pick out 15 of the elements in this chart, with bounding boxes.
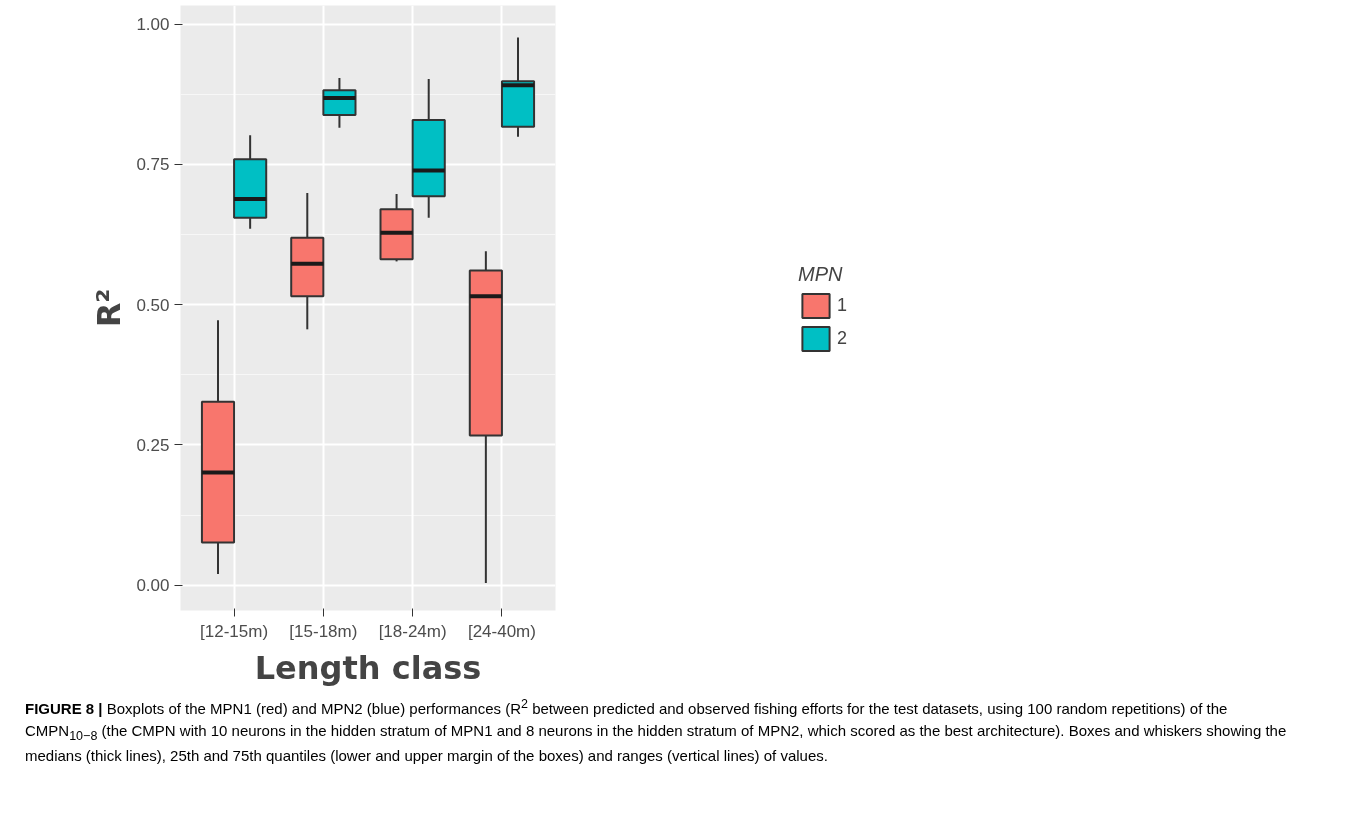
- y-tick-label: 0.75: [136, 155, 170, 175]
- legend-title: MPN: [798, 262, 844, 285]
- y-tick-label: 0.25: [136, 435, 170, 455]
- legend-label: 2: [837, 327, 848, 349]
- x-tick-label: [12-15m): [200, 621, 269, 641]
- y-tick-label: 0.00: [136, 576, 170, 596]
- y-axis-title: R²: [90, 288, 129, 328]
- x-tick-label: [18-24m): [378, 621, 447, 641]
- x-tick-label: [24-40m): [467, 621, 536, 641]
- text: FIGURE 8 | Boxplots of the MPN1 (red) and MPN2 (blue) performances (R$^{2}$ between predicted and observed fishing efforts for the test datasets, using 100 random repetitions) of the CMPN$_{10−8}$ (the CMPN with 10 neurons in the hidden stratum of MPN1 and 8 neurons in the hidden stratum of MPN2, which scored as the best architecture). Boxes and whiskers showing the medians (thick lines), 25th and 75th quantiles (lower and upper margin of the boxes) and ranges (vertical lines) of values.: [25, 697, 1287, 764]
- y-tick-label: 0.50: [136, 295, 170, 315]
- x-tick-label: [15-18m): [289, 621, 358, 641]
- legend-label: 1: [837, 294, 848, 316]
- y-tick-label: 1.00: [136, 15, 170, 35]
- x-axis-title: Length class: [254, 648, 482, 687]
